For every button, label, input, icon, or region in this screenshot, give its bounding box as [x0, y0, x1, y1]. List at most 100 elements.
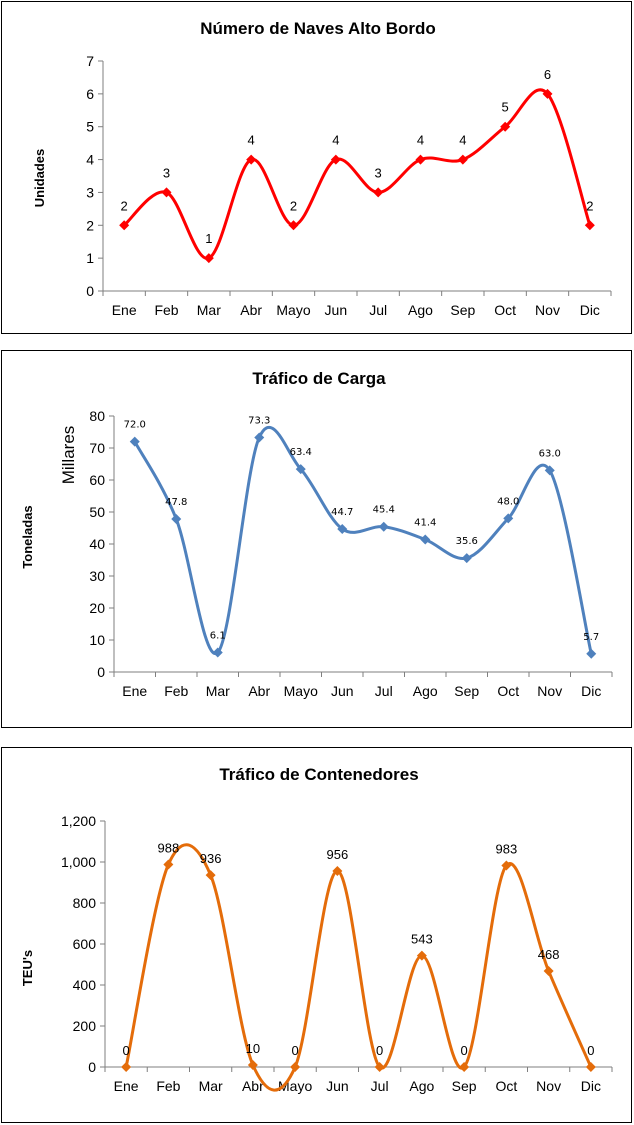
data-label: 35.6 — [456, 536, 478, 547]
x-tick-label: Jun — [331, 683, 354, 699]
x-tick-label: Ene — [114, 1078, 139, 1094]
x-tick-label: Jul — [369, 302, 387, 318]
data-label: 0 — [123, 1043, 130, 1058]
y-tick-label: 400 — [73, 977, 97, 993]
data-label: 41.4 — [414, 518, 436, 529]
chart-panel-naves: Número de Naves Alto Bordo Unidades 0 1 2 3… — [1, 1, 632, 334]
y-tick-label: 0 — [86, 283, 94, 299]
data-label: 4 — [459, 133, 466, 148]
data-label: 983 — [496, 841, 518, 856]
data-point-marker — [330, 154, 341, 165]
data-point-marker — [119, 220, 130, 231]
x-tick-label: Jul — [375, 683, 393, 699]
data-point-marker — [420, 534, 431, 545]
data-label: 6.1 — [210, 630, 226, 641]
data-point-marker — [544, 465, 555, 476]
x-tick-label: Feb — [154, 302, 178, 318]
data-point-marker — [543, 966, 554, 977]
data-label: 45.4 — [373, 505, 395, 516]
x-tick-label: Oct — [494, 302, 516, 318]
x-tick-label: Jun — [326, 1078, 349, 1094]
y-tick-label: 1,200 — [61, 813, 96, 829]
x-tick-label: Nov — [537, 683, 562, 699]
y-tick-label: 70 — [89, 440, 105, 456]
data-point-marker — [129, 436, 140, 447]
data-label: 63.4 — [290, 447, 312, 458]
data-point-marker — [378, 521, 389, 532]
data-label: 10 — [246, 1041, 260, 1056]
data-label: 3 — [375, 165, 382, 180]
x-tick-label: Nov — [535, 302, 560, 318]
y-tick-label: 50 — [89, 504, 105, 520]
data-point-marker — [203, 253, 214, 264]
data-label: 988 — [158, 840, 180, 855]
x-tick-label: Mar — [206, 683, 230, 699]
x-tick-label: Feb — [164, 683, 188, 699]
data-point-marker — [586, 648, 597, 659]
data-point-marker — [585, 1062, 596, 1072]
y-tick-label: 1,000 — [61, 854, 96, 870]
data-point-marker — [288, 220, 299, 231]
data-point-marker — [416, 950, 427, 961]
data-point-marker — [374, 1062, 385, 1072]
data-label: 0 — [292, 1043, 299, 1058]
y-tick-label: 5 — [86, 119, 94, 135]
series-line — [123, 88, 592, 260]
x-tick-label: Sep — [452, 1078, 477, 1094]
y-tick-label: 6 — [86, 86, 94, 102]
data-label: 2 — [586, 198, 593, 213]
x-tick-label: Jun — [325, 302, 348, 318]
x-tick-label: Oct — [497, 683, 519, 699]
y-axis-label: Toneladas — [20, 505, 35, 568]
data-label: 468 — [538, 947, 560, 962]
data-label: 4 — [248, 133, 255, 148]
x-tick-label: Nov — [536, 1078, 561, 1094]
naves-chart: Número de Naves Alto Bordo Unidades 0 1 2 3… — [32, 19, 612, 318]
data-label: 5 — [502, 100, 509, 115]
x-tick-label: Mar — [199, 1078, 223, 1094]
x-tick-label: Ago — [409, 1078, 434, 1094]
data-point-marker — [246, 154, 257, 165]
x-tick-label: Mar — [197, 302, 221, 318]
contenedores-chart: Tráfico de Contenedores TEU's 0 200 400 600… — [20, 765, 613, 1094]
data-point-marker — [584, 220, 595, 231]
y-tick-label: 600 — [73, 936, 97, 952]
y-tick-label: 4 — [86, 152, 94, 168]
data-point-marker — [171, 514, 182, 525]
x-tick-label: Dic — [580, 302, 600, 318]
data-label: 73.3 — [248, 415, 270, 426]
x-tick-label: Ene — [112, 302, 137, 318]
x-tick-label: Abr — [242, 1078, 264, 1094]
data-label: 0 — [376, 1043, 383, 1058]
x-tick-label: Abr — [240, 302, 262, 318]
data-label: 44.7 — [331, 507, 353, 518]
data-point-marker — [415, 154, 426, 165]
x-tick-label: Sep — [450, 302, 475, 318]
x-tick-label: Jul — [371, 1078, 389, 1094]
chart-panel-contenedores: Tráfico de Contenedores TEU's 0 200 400 600… — [1, 747, 632, 1123]
data-label: 956 — [327, 847, 349, 862]
data-label: 5.7 — [583, 632, 599, 643]
data-point-marker — [212, 647, 223, 658]
x-tick-label: Dic — [581, 1078, 601, 1094]
data-label: 48.0 — [497, 496, 519, 507]
data-point-marker — [290, 1062, 301, 1072]
data-label: 47.8 — [165, 497, 187, 508]
y-tick-label: 0 — [97, 664, 105, 680]
x-tick-label: Sep — [454, 683, 479, 699]
data-point-marker — [332, 866, 343, 877]
chart-title: Tráfico de Contenedores — [219, 765, 418, 784]
y-tick-label: 800 — [73, 895, 97, 911]
data-label: 0 — [587, 1043, 594, 1058]
data-label: 4 — [332, 133, 339, 148]
x-tick-label: Ago — [413, 683, 438, 699]
chart-title: Número de Naves Alto Bordo — [200, 19, 436, 38]
data-point-marker — [161, 187, 172, 198]
series-line — [133, 426, 593, 656]
x-tick-label: Ene — [122, 683, 147, 699]
y-tick-label: 20 — [89, 600, 105, 616]
x-tick-label: Ago — [408, 302, 433, 318]
carga-chart: Tráfico de Carga Toneladas Millares 0 10 2… — [20, 369, 613, 699]
data-label: 1 — [205, 231, 212, 246]
data-label: 0 — [461, 1043, 468, 1058]
